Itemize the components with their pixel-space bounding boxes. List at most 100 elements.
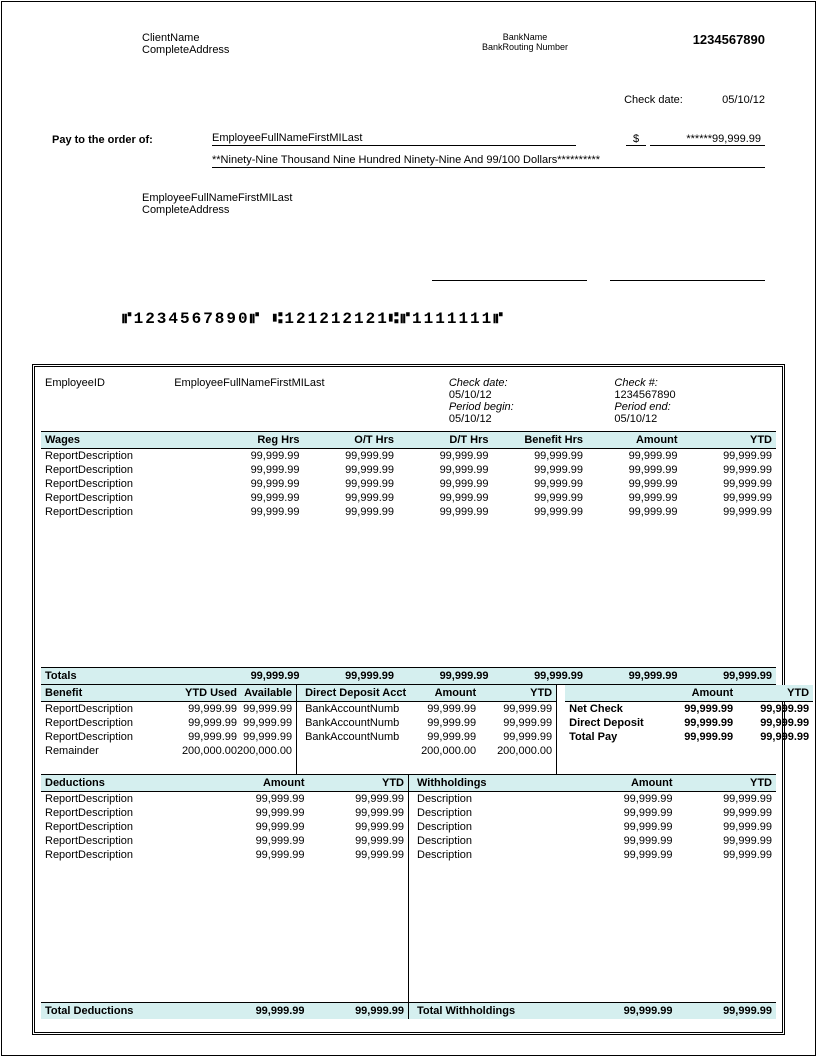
benefit-desc: ReportDescription [45, 703, 161, 715]
benefit-used: 99,999.99 [161, 717, 237, 729]
wages-totals-amt: 99,999.99 [583, 670, 678, 682]
net-amount: 99,999.99 [669, 731, 733, 743]
wage-ben: 99,999.99 [489, 492, 584, 504]
wage-ot: 99,999.99 [300, 506, 395, 518]
wage-reg: 99,999.99 [205, 492, 300, 504]
withhold-col-amt: Amount [573, 777, 673, 789]
dd-amt: 200,000.00 [421, 745, 476, 757]
benefit-used: 99,999.99 [161, 731, 237, 743]
benefit-used: 99,999.99 [161, 703, 237, 715]
stub-employee-name: EmployeeFullNameFirstMILast [174, 377, 441, 425]
wages-totals-ytd: 99,999.99 [678, 670, 773, 682]
wage-ytd: 99,999.99 [678, 464, 773, 476]
net-row: Net Check99,999.9999,999.99 [565, 702, 813, 716]
deduct-desc: ReportDescription [45, 849, 205, 861]
table-row: BankAccountNumb99,999.9999,999.99 [297, 716, 556, 730]
withhold-amt: 99,999.99 [573, 835, 673, 847]
dd-acct [301, 745, 421, 757]
benefit-used: 200,000.00 [161, 745, 237, 757]
withhold-desc: Description [413, 849, 573, 861]
wage-desc: ReportDescription [45, 450, 205, 462]
withhold-amt: 99,999.99 [573, 821, 673, 833]
payee-name: EmployeeFullNameFirstMILast [212, 132, 576, 146]
stub-period-begin-label: Period begin: [449, 401, 539, 413]
table-row: Description99,999.9999,999.99 [409, 834, 776, 848]
dd-ytd: 99,999.99 [476, 703, 552, 715]
wage-desc: ReportDescription [45, 464, 205, 476]
benefit-avail: 99,999.99 [237, 731, 292, 743]
wage-ot: 99,999.99 [300, 450, 395, 462]
wage-reg: 99,999.99 [205, 506, 300, 518]
wage-amt: 99,999.99 [583, 506, 678, 518]
dd-acct: BankAccountNumb [301, 731, 421, 743]
deduct-ytd: 99,999.99 [305, 807, 405, 819]
employee-id: EmployeeID [45, 377, 166, 425]
wage-dt: 99,999.99 [394, 492, 489, 504]
withhold-total-amt: 99,999.99 [573, 1005, 673, 1017]
wage-amt: 99,999.99 [583, 492, 678, 504]
pay-to-label: Pay to the order of: [52, 134, 212, 146]
deduct-ytd: 99,999.99 [305, 849, 405, 861]
dd-acct: BankAccountNumb [301, 717, 421, 729]
deduct-col-title: Deductions [45, 777, 205, 789]
wage-dt: 99,999.99 [394, 506, 489, 518]
wages-col-dt: D/T Hrs [394, 434, 489, 446]
table-row: ReportDescription99,999.9999,999.99 [41, 848, 408, 862]
bank-block: BankName BankRouting Number [482, 32, 568, 52]
employee-address-block: EmployeeFullNameFirstMILast CompleteAddr… [142, 192, 292, 216]
withhold-total-ytd: 99,999.99 [673, 1005, 773, 1017]
benefit-avail: 200,000.00 [237, 745, 292, 757]
net-col-amt: Amount [669, 687, 733, 699]
deduct-desc: ReportDescription [45, 821, 205, 833]
table-row: Description99,999.9999,999.99 [409, 792, 776, 806]
withhold-amt: 99,999.99 [573, 793, 673, 805]
signature-lines [412, 272, 765, 284]
net-ytd: 99,999.99 [733, 731, 809, 743]
table-row: ReportDescription99,999.9999,999.9999,99… [41, 449, 776, 463]
bank-name: BankName [482, 32, 568, 42]
wage-amt: 99,999.99 [583, 478, 678, 490]
wage-ytd: 99,999.99 [678, 478, 773, 490]
deduct-amt: 99,999.99 [205, 793, 305, 805]
withhold-ytd: 99,999.99 [673, 793, 773, 805]
dollar-sign: $ [626, 133, 646, 146]
wages-rows: ReportDescription99,999.9999,999.9999,99… [41, 449, 776, 667]
wage-ben: 99,999.99 [489, 506, 584, 518]
wages-header: Wages Reg Hrs O/T Hrs D/T Hrs Benefit Hr… [41, 431, 776, 449]
dd-amt: 99,999.99 [421, 731, 476, 743]
client-name: ClientName [142, 32, 229, 44]
wage-desc: ReportDescription [45, 506, 205, 518]
deduct-amt: 99,999.99 [205, 849, 305, 861]
wage-ytd: 99,999.99 [678, 492, 773, 504]
client-block: ClientName CompleteAddress [142, 32, 229, 56]
micr-line: ⑈1234567890⑈ ⑆121212121⑆⑈1111111⑈ [122, 310, 505, 328]
deduct-ytd: 99,999.99 [305, 821, 405, 833]
withhold-col-ytd: YTD [673, 777, 773, 789]
wages-totals-ben: 99,999.99 [489, 670, 584, 682]
wages-totals-ot: 99,999.99 [300, 670, 395, 682]
wage-amt: 99,999.99 [583, 464, 678, 476]
deduct-desc: ReportDescription [45, 807, 205, 819]
dd-acct: BankAccountNumb [301, 703, 421, 715]
table-row: ReportDescription99,999.9999,999.99 [41, 730, 296, 744]
wage-dt: 99,999.99 [394, 464, 489, 476]
wages-col-ben: Benefit Hrs [489, 434, 584, 446]
withhold-ytd: 99,999.99 [673, 835, 773, 847]
withhold-desc: Description [413, 793, 573, 805]
dd-ytd: 200,000.00 [476, 745, 552, 757]
table-row: ReportDescription99,999.9999,999.99 [41, 834, 408, 848]
check-date-value: 05/10/12 [722, 94, 765, 106]
deduct-withhold-row: Deductions Amount YTD ReportDescription9… [41, 774, 776, 1019]
wage-dt: 99,999.99 [394, 478, 489, 490]
wage-ytd: 99,999.99 [678, 450, 773, 462]
net-col-ytd: YTD [733, 687, 809, 699]
wage-amt: 99,999.99 [583, 450, 678, 462]
check-date-row: Check date: 05/10/12 [624, 94, 765, 106]
wages-totals-label: Totals [45, 670, 205, 682]
table-row: ReportDescription99,999.9999,999.9999,99… [41, 491, 776, 505]
withhold-amt: 99,999.99 [573, 849, 673, 861]
net-row: Direct Deposit99,999.9999,999.99 [565, 716, 813, 730]
benefit-col-avail: Available [237, 687, 292, 699]
table-row: ReportDescription99,999.9999,999.99 [41, 702, 296, 716]
benefit-section: Benefit YTD Used Available ReportDescrip… [41, 685, 297, 774]
